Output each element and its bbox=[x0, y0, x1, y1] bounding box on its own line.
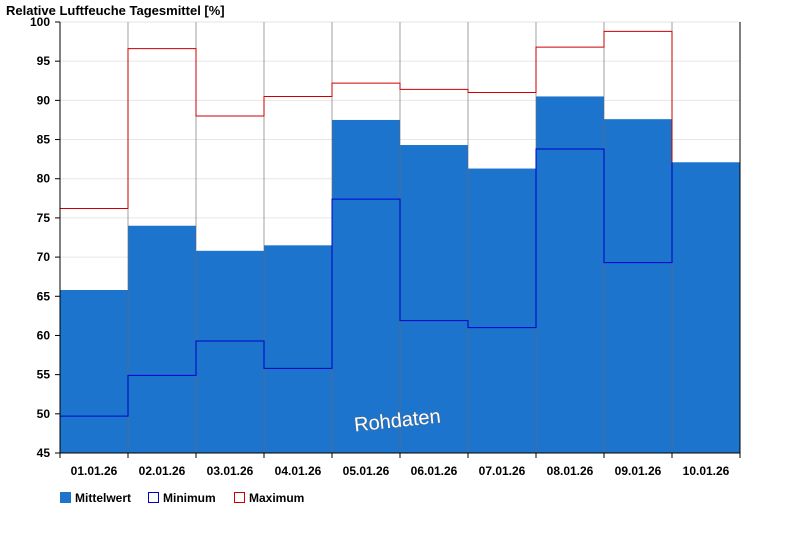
x-tick-label: 01.01.26 bbox=[71, 464, 118, 478]
minimum-line bbox=[60, 148, 673, 417]
legend-swatch-mittelwert bbox=[60, 492, 71, 503]
y-tick-label: 55 bbox=[37, 368, 51, 382]
y-tick-label: 100 bbox=[30, 15, 50, 29]
x-tick-label: 07.01.26 bbox=[479, 464, 526, 478]
x-tick-label: 03.01.26 bbox=[207, 464, 254, 478]
y-tick-label: 60 bbox=[37, 328, 51, 342]
bar-mittelwert bbox=[604, 119, 672, 454]
legend-label-minimum: Minimum bbox=[163, 491, 216, 505]
y-tick-label: 80 bbox=[37, 172, 51, 186]
maximum-line bbox=[60, 30, 673, 210]
x-tick-label: 02.01.26 bbox=[139, 464, 186, 478]
x-tick-label: 10.01.26 bbox=[683, 464, 730, 478]
legend-swatch-minimum bbox=[148, 492, 159, 503]
legend: Mittelwert Minimum Maximum bbox=[60, 491, 304, 505]
y-tick-label: 70 bbox=[37, 250, 51, 264]
bar-mittelwert bbox=[672, 162, 740, 453]
range-lines-layer bbox=[60, 30, 673, 417]
x-tick-label: 05.01.26 bbox=[343, 464, 390, 478]
chart-title: Relative Luftfeuche Tagesmittel [%] bbox=[6, 3, 225, 18]
x-axis-ticks: 01.01.26 02.01.26 03.01.26 04.01.26 05.01.26… bbox=[59, 453, 741, 478]
bar-mittelwert bbox=[468, 168, 536, 454]
x-tick-label: 04.01.26 bbox=[275, 464, 322, 478]
legend-swatch-maximum bbox=[234, 492, 245, 503]
bar-mittelwert bbox=[60, 290, 128, 453]
y-tick-label: 90 bbox=[37, 93, 51, 107]
bar-mittelwert bbox=[400, 145, 468, 453]
y-tick-label: 95 bbox=[37, 54, 51, 68]
y-tick-label: 65 bbox=[37, 289, 51, 303]
y-tick-label: 50 bbox=[37, 407, 51, 421]
y-tick-label: 75 bbox=[37, 211, 51, 225]
bar-mittelwert bbox=[536, 96, 604, 453]
bar-mittelwert bbox=[332, 119, 400, 454]
y-tick-label: 45 bbox=[37, 446, 51, 460]
bar-mittelwert bbox=[128, 225, 196, 453]
legend-label-maximum: Maximum bbox=[249, 491, 304, 505]
bar-mittelwert bbox=[264, 245, 332, 453]
x-tick-label: 08.01.26 bbox=[547, 464, 594, 478]
bars-layer bbox=[60, 22, 740, 454]
bar-mittelwert bbox=[196, 250, 264, 453]
x-tick-label: 09.01.26 bbox=[615, 464, 662, 478]
x-tick-label: 06.01.26 bbox=[411, 464, 458, 478]
legend-label-mittelwert: Mittelwert bbox=[75, 491, 131, 505]
y-tick-label: 85 bbox=[37, 133, 51, 147]
y-axis-ticks: 45 50 55 60 65 70 75 80 85 90 95 100 bbox=[30, 15, 60, 460]
